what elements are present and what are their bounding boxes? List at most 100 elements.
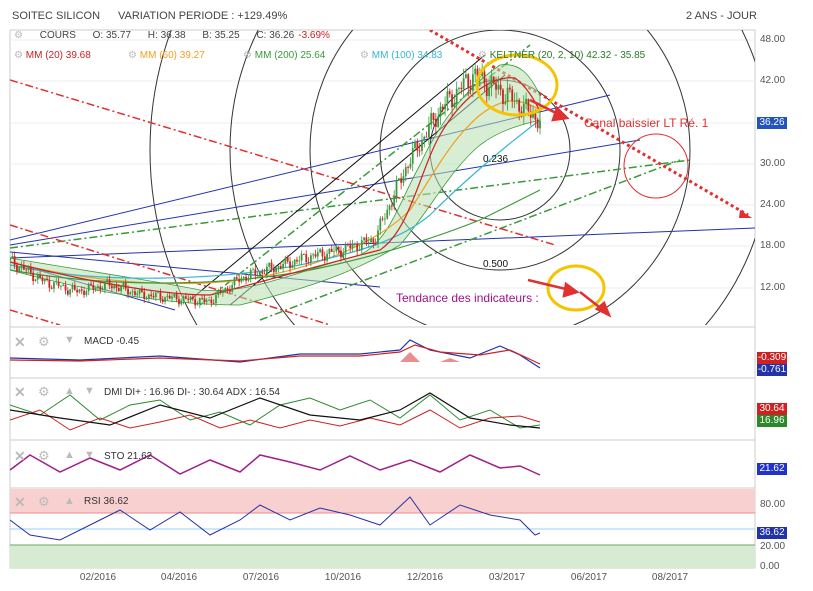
candle-body	[291, 264, 294, 269]
candle-body	[143, 291, 146, 299]
gear-icon[interactable]: ⚙	[38, 334, 50, 349]
candle-body	[379, 218, 382, 231]
candle-body	[134, 291, 136, 295]
candle-body	[490, 76, 493, 88]
candle-body	[242, 276, 245, 279]
candle-body	[395, 180, 398, 197]
candle-body	[50, 287, 53, 289]
candle-body	[212, 303, 215, 304]
close-icon[interactable]: ✕	[14, 334, 26, 350]
candle-body	[161, 299, 164, 302]
macd-label: MACD -0.45	[84, 336, 140, 347]
arrow-down-icon[interactable]: ▼	[84, 449, 95, 461]
candle-body	[106, 279, 109, 282]
candle-body	[219, 290, 222, 293]
candle-body	[32, 272, 35, 282]
candle-body	[127, 288, 129, 295]
rsi-tag: 36.62	[757, 527, 787, 539]
change-value: -3.69%	[298, 30, 330, 41]
fib-500-label: 0.500	[483, 259, 509, 270]
candle-body	[460, 87, 463, 90]
candle-body	[506, 87, 509, 102]
candle-body	[259, 271, 261, 276]
candle-body	[476, 68, 479, 78]
candle-body	[187, 298, 190, 300]
candle-body	[307, 262, 310, 263]
candle-body	[409, 163, 412, 168]
candle-body	[518, 99, 521, 112]
candle-body	[252, 269, 254, 271]
candle-body	[48, 280, 51, 288]
candle-body	[168, 295, 171, 299]
candle-body	[532, 113, 534, 118]
candle-body	[474, 68, 477, 75]
candle-body	[513, 100, 516, 102]
candle-body	[418, 150, 421, 152]
candle-body	[428, 124, 430, 138]
gear-icon[interactable]: ⚙	[38, 448, 50, 463]
candle-body	[101, 289, 104, 291]
mm200-line	[10, 189, 541, 284]
arrow-down-icon[interactable]: ▼	[84, 385, 95, 397]
y-tick: 18.00	[760, 240, 786, 251]
candle-body	[509, 87, 511, 90]
candle-body	[328, 248, 331, 254]
candle-body	[201, 298, 203, 299]
close-value: C: 36.26	[256, 30, 295, 41]
x-tick: 08/2017	[651, 572, 689, 583]
candle-body	[22, 265, 25, 270]
macd-tag-value: -0.761	[757, 364, 787, 376]
candle-body	[99, 286, 102, 290]
period-selector[interactable]: 2 ANS - JOUR	[686, 10, 757, 22]
rsi-overbought-zone	[10, 489, 755, 513]
candle-body	[270, 262, 273, 269]
candle-body	[358, 250, 361, 251]
legend-mm60[interactable]: ⚙ MM (60) 39.27	[128, 50, 205, 61]
candle-body	[189, 296, 192, 300]
candle-body	[60, 286, 62, 287]
arrow-up-icon[interactable]: ▲	[64, 449, 75, 461]
gear-icon[interactable]: ⚙	[14, 30, 23, 41]
candle-body	[265, 266, 268, 275]
candle-body	[141, 288, 143, 292]
candle-body	[254, 269, 257, 276]
candle-body	[210, 299, 213, 304]
gear-icon[interactable]: ⚙	[38, 384, 50, 399]
candle-body	[314, 254, 317, 257]
candle-body	[289, 261, 291, 269]
candle-body	[90, 283, 92, 286]
y-tick: 12.00	[760, 282, 786, 293]
macd-tag-signal: -0.309	[757, 352, 787, 364]
x-tick: 10/2016	[324, 572, 362, 583]
candle-body	[481, 71, 484, 77]
legend-mm200[interactable]: ⚙ MM (200) 25.64	[243, 50, 326, 61]
candle-body	[298, 260, 301, 262]
legend-keltner[interactable]: ⚙ KELTNER (20, 2, 10) 42.32 - 35.85	[478, 50, 646, 61]
candle-body	[13, 256, 16, 266]
candle-body	[365, 237, 368, 243]
candle-body	[455, 88, 458, 103]
highlight-ellipse	[475, 53, 559, 117]
close-icon[interactable]: ✕	[14, 494, 26, 510]
candle-body	[138, 288, 141, 294]
ohlc-row: ⚙ COURS O: 35.77 H: 36.38 B: 35.25 C: 36…	[14, 30, 344, 41]
candle-body	[423, 136, 426, 140]
close-icon[interactable]: ✕	[14, 384, 26, 400]
candle-body	[451, 94, 453, 108]
legend-mm100[interactable]: ⚙ MM (100) 34.83	[360, 50, 443, 61]
candle-body	[404, 167, 407, 177]
legend-mm20[interactable]: ⚙ MM (20) 39.68	[14, 50, 91, 61]
candle-body	[485, 83, 488, 97]
gear-icon[interactable]: ⚙	[38, 494, 50, 509]
last-price-tag: 36.26	[757, 117, 787, 129]
candle-body	[64, 284, 67, 291]
candle-body	[27, 267, 30, 270]
close-icon[interactable]: ✕	[14, 448, 26, 464]
candle-body	[249, 269, 252, 279]
fib-236-label: 0.236	[483, 154, 509, 165]
candle-body	[240, 278, 243, 282]
arrow-up-icon[interactable]: ▲	[64, 495, 75, 507]
arrow-up-icon[interactable]: ▲	[64, 385, 75, 397]
arrow-down-icon[interactable]: ▼	[64, 334, 75, 346]
sto-label: STO 21.62	[104, 451, 153, 462]
